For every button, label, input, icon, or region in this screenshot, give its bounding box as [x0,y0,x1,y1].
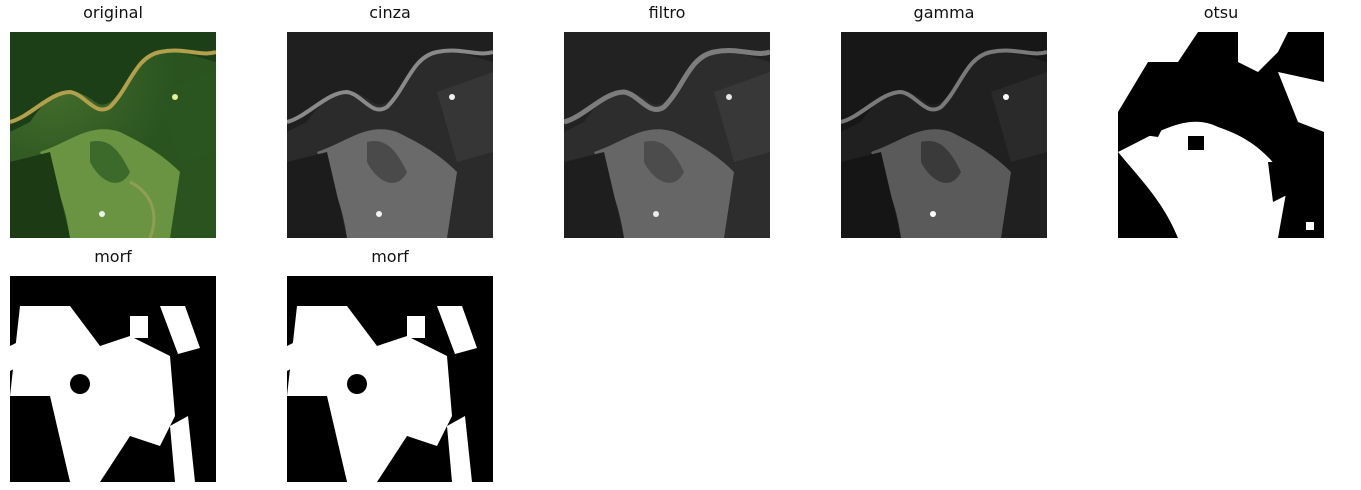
panel-title: gamma [913,3,975,22]
panel-title: morf [94,247,132,266]
panel-title: morf [371,247,409,266]
panel-title: original [83,3,143,22]
panel-title: otsu [1203,3,1239,22]
image-gamma [841,32,1047,238]
image-otsu [1118,32,1324,238]
panel-title: filtro [648,3,686,22]
panel-title: cinza [369,3,411,22]
image-cinza [287,32,493,238]
image-morf-2 [287,276,493,482]
image-morf-1 [10,276,216,482]
image-original [10,32,216,238]
image-filtro [564,32,770,238]
